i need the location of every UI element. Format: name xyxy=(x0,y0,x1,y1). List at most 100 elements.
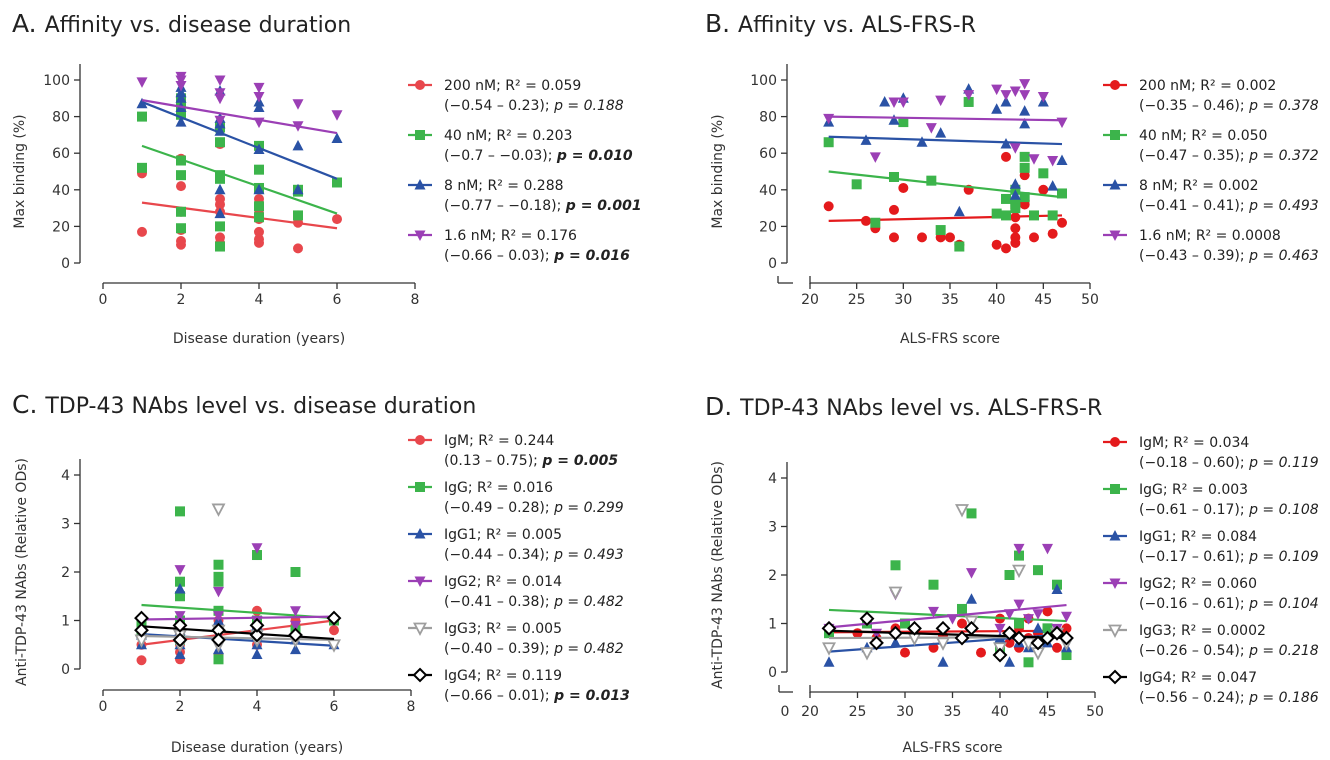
data-point xyxy=(329,625,339,636)
data-point xyxy=(1004,656,1015,667)
legend-ci: (−0.66 – 0.03); xyxy=(444,248,554,264)
legend-label: 8 nM; R² = 0.288 xyxy=(444,178,564,194)
data-point xyxy=(861,215,871,226)
data-point xyxy=(1021,637,1036,651)
data-point xyxy=(823,656,835,667)
data-point xyxy=(1038,168,1049,179)
legend-marker xyxy=(415,130,425,140)
data-point xyxy=(136,97,148,109)
data-point xyxy=(1002,625,1017,641)
data-point xyxy=(907,620,922,636)
data-point xyxy=(293,210,303,221)
legend-marker xyxy=(1110,80,1120,90)
data-point xyxy=(326,610,342,626)
panel-title: D. TDP-43 NAbs level vs. ALS-FRS-R xyxy=(705,392,1102,421)
legend-ci: (−0.44 – 0.34); xyxy=(444,547,554,563)
data-point xyxy=(1029,232,1039,243)
data-point xyxy=(252,605,262,616)
x-tick-label: 0 xyxy=(99,292,108,308)
data-point xyxy=(1032,609,1044,620)
y-tick-label: 20 xyxy=(759,219,777,235)
data-point xyxy=(1051,583,1063,595)
data-point xyxy=(214,115,226,127)
legend-ci: (−0.47 – 0.35); xyxy=(1139,148,1249,164)
legend-p-value: p = 0.013 xyxy=(553,688,630,704)
legend-entry-0: IgM; R² = 0.034 (−0.18 – 0.60); p = 0.119 xyxy=(1103,435,1319,471)
legend-marker xyxy=(1110,484,1120,494)
legend-label: IgG2; R² = 0.014 xyxy=(444,574,562,590)
fit-line xyxy=(141,634,335,641)
y-tick-label: 80 xyxy=(759,110,777,126)
legend-ci: (−0.49 – 0.28); xyxy=(444,500,554,516)
data-point xyxy=(1033,565,1043,576)
x-tick-label: 8 xyxy=(411,292,420,308)
x-tick-label: 6 xyxy=(330,699,339,715)
data-point xyxy=(1019,79,1031,90)
chart-panel-3: D. TDP-43 NAbs level vs. ALS-FRS-R012340… xyxy=(705,392,1319,756)
legend-entry-4: IgG3; R² = 0.005 (−0.40 – 0.39); p = 0.48… xyxy=(408,621,624,657)
data-point xyxy=(1012,564,1026,579)
data-point xyxy=(175,86,187,98)
data-point xyxy=(249,627,265,643)
series-3 xyxy=(823,543,1072,640)
data-point xyxy=(888,586,903,600)
data-point xyxy=(890,636,901,648)
data-point xyxy=(332,177,342,188)
data-point xyxy=(992,647,1008,663)
x-tick-label: 30 xyxy=(896,704,914,720)
data-point xyxy=(976,647,986,658)
data-point xyxy=(174,648,186,659)
legend-ci: (−0.54 – 0.23); xyxy=(444,98,554,114)
data-point xyxy=(174,582,186,594)
legend-ci: (−0.17 – 0.61); xyxy=(1139,549,1249,565)
legend-entry-2: IgG1; R² = 0.084 (−0.17 – 0.61); p = 0.10… xyxy=(1103,529,1319,565)
data-point xyxy=(1047,156,1059,167)
data-point xyxy=(945,232,955,243)
legend-label: 200 nM; R² = 0.002 xyxy=(1139,78,1276,94)
data-point xyxy=(290,567,301,577)
legend-stats: (−0.77 – −0.18); p = 0.001 xyxy=(444,198,642,214)
data-point xyxy=(994,623,1006,635)
data-point xyxy=(1019,105,1031,116)
fit-line xyxy=(141,100,338,180)
legend-label: IgG4; R² = 0.047 xyxy=(1139,670,1257,686)
data-point xyxy=(1061,611,1072,623)
data-point xyxy=(214,75,226,86)
data-point xyxy=(935,95,947,107)
data-point xyxy=(916,136,928,147)
fit-line xyxy=(141,99,338,135)
y-tick-label: 60 xyxy=(759,146,777,162)
data-point xyxy=(1013,599,1025,611)
legend-marker xyxy=(1108,624,1122,638)
x-tick-label: 40 xyxy=(988,292,1006,308)
legend-label: IgG2; R² = 0.060 xyxy=(1139,576,1257,592)
x-axis-label: ALS-FRS score xyxy=(900,331,1000,347)
x-tick-label: 20 xyxy=(801,292,819,308)
legend-ci: (−0.66 – 0.01); xyxy=(444,688,554,704)
data-point xyxy=(1001,210,1011,221)
legend-label: IgG4; R² = 0.119 xyxy=(444,668,562,684)
data-point xyxy=(254,226,264,237)
x-tick-label: 45 xyxy=(1039,704,1057,720)
panel-title-text: TDP-43 NAbs level vs. disease duration xyxy=(44,394,476,419)
data-point xyxy=(172,617,188,633)
data-point xyxy=(1059,630,1074,646)
legend-label: 8 nM; R² = 0.002 xyxy=(1139,178,1259,194)
data-point xyxy=(1047,180,1059,191)
legend-p-value: p = 0.482 xyxy=(553,594,624,610)
data-point xyxy=(821,620,837,636)
data-point xyxy=(292,139,304,151)
data-point xyxy=(254,201,264,212)
data-point xyxy=(870,217,881,228)
legend-p-value: p = 0.299 xyxy=(553,500,624,516)
data-point xyxy=(900,647,910,658)
data-point xyxy=(213,576,224,587)
x-tick-label: 4 xyxy=(255,292,264,308)
fit-line xyxy=(828,629,1067,640)
data-point xyxy=(889,171,899,182)
data-point xyxy=(888,97,900,108)
data-point xyxy=(253,117,265,129)
legend-label: IgG3; R² = 0.0002 xyxy=(1139,623,1266,639)
data-point xyxy=(175,80,187,92)
legend-p-value: p = 0.482 xyxy=(553,641,624,657)
